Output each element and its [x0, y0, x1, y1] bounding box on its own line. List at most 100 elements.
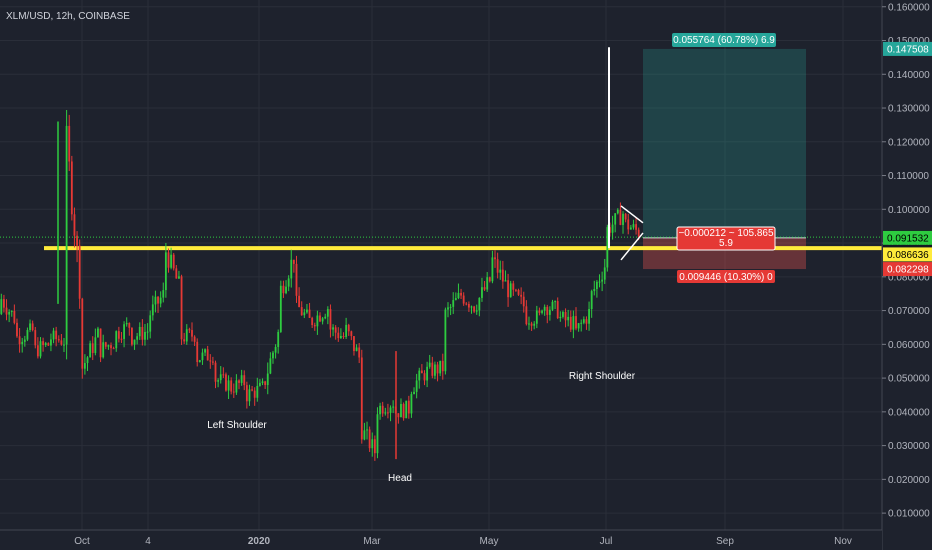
candle-body [172, 254, 175, 269]
candle-body [347, 324, 350, 332]
symbol-label: XLM/USD, 12h, COINBASE [6, 11, 130, 22]
candle-body [285, 286, 287, 294]
candle-body [159, 297, 162, 304]
candle-body [313, 325, 316, 327]
candle-body [423, 373, 426, 381]
candle-body [413, 391, 415, 395]
candle-body [530, 323, 533, 326]
candle-body [298, 295, 301, 308]
y-tick-label: 0.140000 [888, 70, 930, 81]
y-tick-label: 0.110000 [888, 171, 929, 182]
candle-body [543, 306, 546, 311]
candle-body [26, 330, 29, 340]
candle-body [499, 269, 502, 273]
x-tick-label: 4 [145, 536, 151, 547]
flag-lower-line [620, 232, 644, 261]
x-tick-label: Jul [600, 536, 613, 547]
candle-body [392, 406, 395, 408]
candle-body [556, 301, 559, 319]
candle-body [201, 352, 204, 361]
candle-body [256, 385, 259, 398]
candle-body [0, 299, 3, 314]
candle-body [138, 326, 141, 337]
candle-body [287, 278, 290, 287]
candle-body [481, 287, 483, 298]
candle-body [528, 323, 530, 325]
candle-body [193, 336, 196, 342]
candle-body [486, 277, 489, 290]
candle-body [488, 277, 491, 282]
candle-body [243, 375, 246, 386]
candle-body [447, 307, 449, 310]
candle-body [582, 319, 585, 323]
candle-body [185, 329, 188, 342]
y-tick-label: 0.120000 [888, 137, 930, 148]
candle-body [264, 381, 267, 385]
candle-body [324, 316, 327, 319]
entry-price-badge: 0.091532 [887, 233, 929, 244]
position-center-box [676, 226, 776, 251]
candle-body [515, 289, 517, 291]
candle-body [311, 317, 314, 326]
candle-body [535, 310, 538, 324]
candle-body [598, 281, 601, 283]
candle-body [178, 276, 180, 279]
candle-body [120, 338, 123, 340]
yellow-level-badge-box [883, 247, 932, 262]
candle-body [614, 213, 617, 225]
candle-body [483, 287, 486, 290]
candle-body [627, 219, 630, 230]
y-tick-label: 0.020000 [888, 475, 930, 486]
candle-body [339, 335, 342, 339]
y-tick-label: 0.100000 [888, 205, 930, 216]
candle-body [548, 309, 551, 315]
stop-label-box [677, 270, 775, 283]
candle-body [504, 280, 507, 282]
candle-body [245, 385, 248, 402]
candle-body [266, 373, 269, 385]
flag-upper-line [620, 205, 644, 224]
candle-body [13, 310, 16, 323]
stop-label: 0.009446 (10.30%) 0 [679, 272, 773, 283]
candle-body [217, 380, 220, 382]
candle-body [10, 310, 13, 312]
candle-body [407, 400, 410, 414]
candle-body [637, 229, 640, 237]
candle-body [170, 254, 173, 268]
candle-body [89, 343, 92, 358]
candle-body [50, 339, 52, 346]
candle-body [622, 213, 624, 225]
candle-body [198, 360, 201, 363]
candle-body [342, 335, 345, 337]
candle-body [509, 283, 512, 298]
candle-body [595, 281, 598, 290]
candle-body [295, 263, 298, 296]
candle-body [99, 328, 102, 358]
candle-body [441, 360, 444, 372]
candle-body [3, 299, 5, 308]
candle-body [52, 330, 55, 340]
candle-body [533, 323, 536, 326]
candle-body [282, 285, 285, 294]
candle-body [588, 309, 590, 324]
candle-body [144, 331, 146, 340]
candle-body [18, 336, 21, 345]
candle-body [23, 339, 26, 342]
candle-body [415, 380, 418, 392]
candle-body [562, 311, 564, 317]
candle-body [431, 362, 434, 376]
candle-body [585, 319, 588, 324]
candle-body [36, 345, 39, 357]
candle-body [76, 235, 78, 246]
candle-body [107, 345, 110, 347]
candle-body [308, 309, 311, 318]
yellow-level-badge: 0.086636 [887, 250, 929, 261]
candle-body [5, 307, 8, 315]
candle-body [360, 357, 363, 440]
candle-body [175, 268, 178, 279]
candle-body [29, 323, 31, 331]
candle-body [624, 213, 627, 220]
candle-body [128, 323, 131, 328]
